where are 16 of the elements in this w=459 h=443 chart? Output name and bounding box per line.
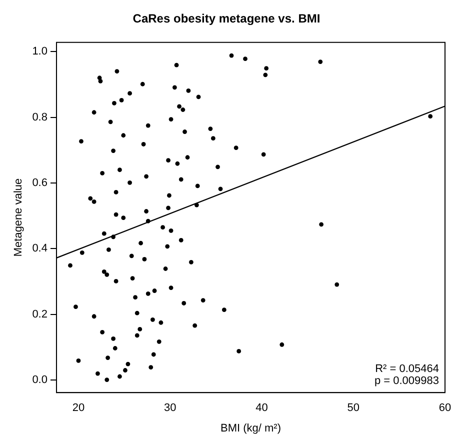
y-tick-label: 0.2	[32, 308, 48, 320]
x-tick-label: 20	[72, 402, 85, 414]
y-tick-label: 0.6	[32, 177, 48, 190]
y-tick-label: 0.4	[32, 242, 48, 255]
y-axis-title: Metagene value	[12, 178, 25, 257]
x-tick-label: 60	[438, 402, 452, 414]
y-tick-label: 0.0	[32, 374, 48, 386]
annotation: p = 0.009983	[374, 375, 439, 388]
x-tick-label: 40	[256, 402, 268, 414]
x-tick-label: 30	[164, 402, 176, 414]
y-tick-label: 1.0	[32, 46, 48, 58]
chart-title: CaRes obesity metagene vs. BMI	[132, 12, 320, 26]
annotation: R² = 0.05464	[375, 363, 439, 376]
x-axis-title: BMI (kg/ m²)	[220, 422, 281, 434]
x-tick-label: 50	[347, 402, 360, 414]
y-tick-label: 0.8	[32, 111, 48, 124]
